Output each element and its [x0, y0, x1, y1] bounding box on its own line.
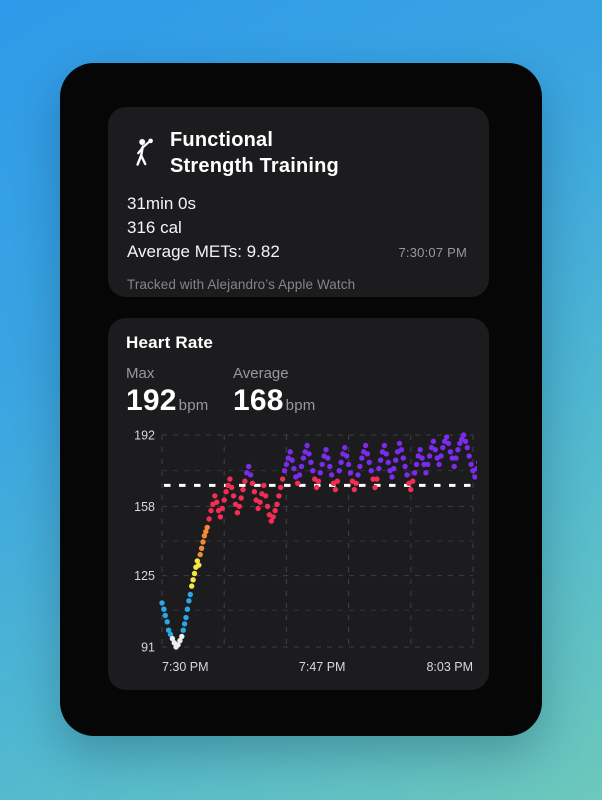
workout-title: Functional Strength Training	[170, 127, 339, 179]
workout-mets: Average METs: 9.82	[127, 242, 280, 261]
heart-rate-title: Heart Rate	[126, 333, 214, 352]
svg-text:7:47 PM: 7:47 PM	[299, 660, 346, 674]
max-value: 192 bpm	[126, 384, 209, 417]
workout-duration: 31min 0s	[127, 194, 196, 213]
svg-text:91: 91	[141, 641, 155, 655]
average-label: Average	[233, 365, 289, 382]
svg-text:192: 192	[134, 429, 155, 443]
device-frame: Functional Strength Training 31min 0s 31…	[60, 63, 542, 736]
workout-start-time: 7:30:07 PM	[398, 245, 467, 260]
workout-stats: 31min 0s 316 cal Average METs: 9.82 7:30…	[127, 192, 467, 265]
workout-title-line1: Functional	[170, 129, 274, 151]
workout-summary-card[interactable]: Functional Strength Training 31min 0s 31…	[108, 107, 489, 297]
average-unit: bpm	[285, 397, 316, 414]
max-heart-rate-stat: Max 192 bpm	[126, 365, 233, 418]
heart-rate-card[interactable]: Heart Rate Max 192 bpm Average 168 bpm 192…	[108, 318, 489, 690]
heart-rate-stats: Max 192 bpm Average 168 bpm	[126, 365, 477, 418]
workout-title-line2: Strength Training	[170, 155, 339, 177]
strength-training-figure-icon	[131, 137, 157, 169]
heart-rate-scatter-chart[interactable]: 192 158 125 91 7:30 PM 7:47 PM 8:03 PM	[126, 426, 477, 680]
svg-text:7:30 PM: 7:30 PM	[162, 660, 209, 674]
max-label: Max	[126, 365, 155, 382]
svg-text:158: 158	[134, 500, 155, 514]
svg-text:8:03 PM: 8:03 PM	[426, 660, 473, 674]
workout-calories: 316 cal	[127, 218, 182, 237]
svg-text:125: 125	[134, 569, 155, 583]
average-value: 168 bpm	[233, 384, 316, 417]
max-unit: bpm	[178, 397, 209, 414]
average-heart-rate-stat: Average 168 bpm	[233, 365, 340, 418]
workout-header: Functional Strength Training	[127, 127, 467, 179]
tracked-with-label: Tracked with Alejandro’s Apple Watch	[127, 277, 356, 292]
